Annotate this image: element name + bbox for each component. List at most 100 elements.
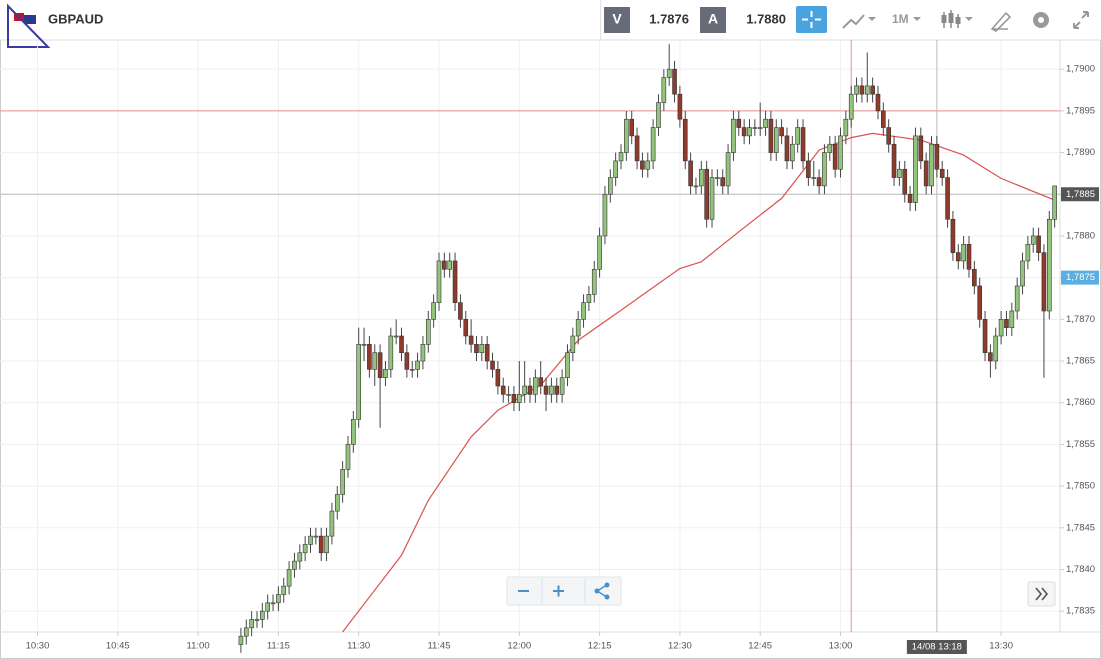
scroll-right-icon [1035,587,1049,601]
bid-price[interactable]: 1.7876 [649,11,689,26]
candle-body [292,560,297,570]
fullscreen-icon[interactable] [1073,11,1089,29]
candle-body [511,394,517,404]
candle-body [409,369,415,371]
candle-body [645,160,651,170]
current-price-box [1061,187,1099,202]
scroll-right-button[interactable] [1027,581,1056,607]
bid-badge[interactable] [604,7,630,33]
candle-body [704,168,709,220]
candle-body [559,377,565,395]
candle-body [522,385,527,395]
candle-body [897,168,902,178]
candle-body [993,335,999,362]
candle-body [929,143,934,187]
crosshair-button[interactable] [796,6,827,33]
y-tick-label: 1,7900 [1066,64,1095,75]
candle-body [404,352,410,370]
candle-body [688,160,693,187]
candle-body [276,594,281,604]
candle-body [624,118,629,153]
candle-body [806,160,811,178]
candle-body [795,127,800,145]
candle-body [490,360,495,370]
candle-body [955,252,961,262]
y-tick-label: 1,7845 [1066,522,1095,533]
symbol-flag [7,3,51,48]
timeframe[interactable]: 1M [892,12,909,26]
chart-type-button[interactable] [941,10,974,28]
share-lines [596,584,608,598]
ask-label: A [708,11,718,27]
candle-icon-body [948,13,954,23]
candle-body [891,143,897,178]
candle-body [1020,260,1025,287]
candle-body [736,118,742,128]
candle-body [543,385,549,395]
candle-body [516,394,522,404]
toolbar-bg [0,0,1101,40]
candle-body [870,85,875,95]
candle-body [329,510,335,537]
candle-body [800,127,806,162]
candle-body [533,377,538,395]
candle-body [988,352,993,362]
x-tick-label: 11:30 [347,641,370,652]
candle-body [720,177,726,187]
candle-body [495,369,501,387]
candle-body [356,344,361,420]
candle-body [773,127,779,153]
candle-body [822,152,827,187]
separator [600,0,601,40]
candle-body [377,352,383,378]
candle-body [693,185,699,188]
candle-body [351,419,356,445]
candle-body [1025,243,1031,262]
candle-body [832,143,838,170]
share-button[interactable] [594,582,610,600]
candle-body [709,177,715,220]
candle-body [1041,252,1047,312]
candle-body [763,118,768,128]
dropdown-arrow [965,17,973,21]
crosshair-button-bg[interactable] [796,6,827,33]
indicator-button[interactable] [842,14,876,29]
candle-body [902,168,908,195]
candle-body [843,118,849,137]
candle-body [881,110,886,128]
x-tick-label: 13:00 [829,641,853,652]
crosshair-price-label: 1,7875 [1066,272,1095,283]
symbol-name[interactable]: GBPAUD [48,11,103,26]
candle-body [950,218,956,253]
candle-body [286,569,292,587]
candle-body [361,344,367,346]
candle-body [420,344,426,362]
candle-body [442,260,447,270]
candle-body [570,335,576,353]
candle-body [474,344,479,353]
zoom-in-button[interactable] [553,585,564,597]
candle-body [1009,310,1015,328]
candle-body [591,268,597,295]
candle-body [345,444,351,470]
candle-body [340,469,345,495]
candle-body [431,302,436,320]
candle-body [281,585,287,595]
candle-body [731,118,736,153]
draw-tool-icon[interactable] [990,11,1012,32]
ask-price[interactable]: 1.7880 [746,11,786,26]
candle-body [682,118,688,162]
candle-body [913,135,918,203]
candle-body [500,385,506,395]
candle-body [607,177,613,195]
candle-body [640,160,645,170]
candle-body [961,243,966,262]
y-tick-label: 1,7855 [1066,439,1095,450]
crosshair-price-box [1061,270,1099,285]
candle-body [875,93,881,112]
candle-body [784,135,790,162]
candle-body [854,85,859,95]
candle-body [939,168,945,178]
settings-button[interactable] [1033,12,1049,28]
ask-badge[interactable] [700,7,726,33]
